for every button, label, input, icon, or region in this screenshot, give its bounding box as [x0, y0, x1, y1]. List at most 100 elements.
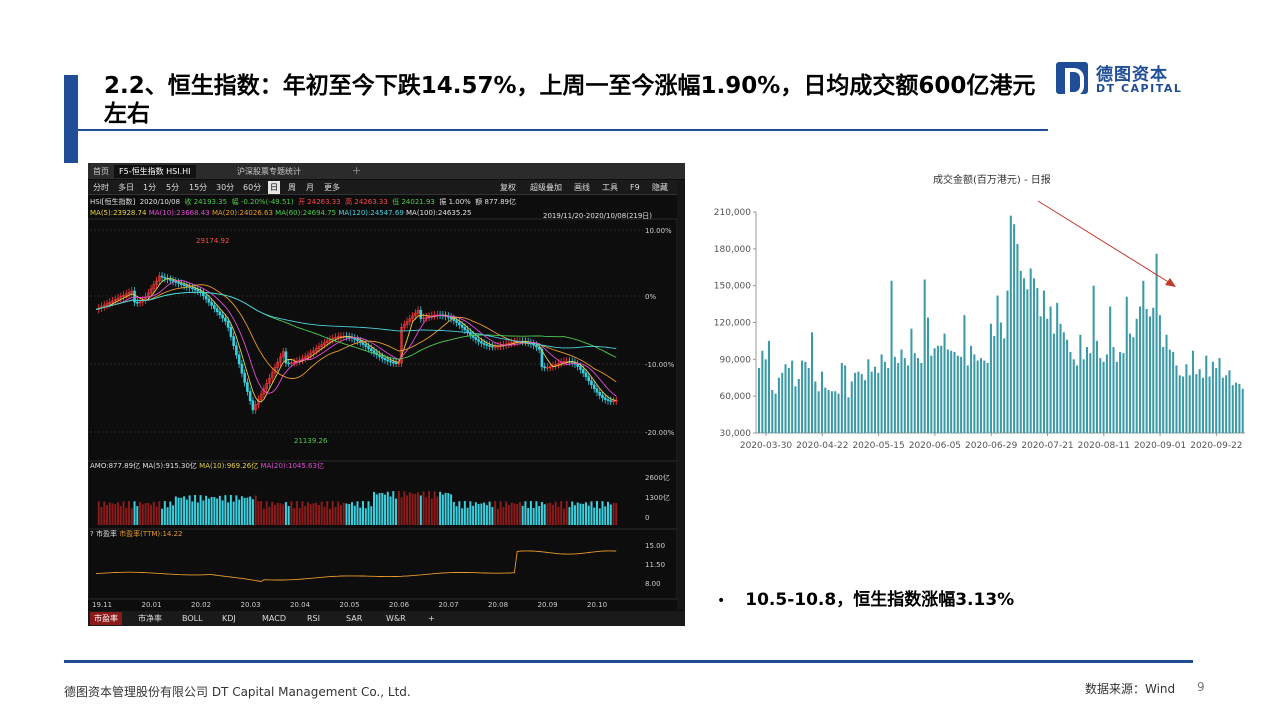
turnover-bar — [966, 365, 969, 433]
tab-stock-stats[interactable]: 沪深股票专题统计 — [237, 167, 301, 176]
candle-body — [268, 377, 271, 384]
volume-bar — [472, 505, 475, 525]
candle-body — [493, 346, 497, 348]
turnover-bar — [1129, 333, 1132, 433]
tool-f9[interactable]: F9 — [630, 183, 640, 192]
period-day[interactable]: 日 — [268, 181, 280, 194]
indicator-tab-macd[interactable]: MACD — [262, 614, 286, 623]
add-tab-icon[interactable]: + — [352, 164, 362, 177]
volume-bar — [111, 503, 114, 525]
volume-bar — [166, 507, 169, 525]
volume-bar — [551, 504, 554, 525]
turnover-bar — [960, 356, 963, 433]
period-week[interactable]: 周 — [288, 183, 296, 192]
volume-bar — [356, 501, 359, 525]
period-more[interactable]: 更多 — [324, 183, 340, 192]
turnover-bar — [979, 358, 983, 433]
volume-bar — [480, 503, 483, 525]
indicator-tab-pe[interactable]: 市盈率 — [90, 612, 122, 625]
tab-home[interactable]: 首页 — [93, 167, 109, 176]
indicator-tab-sar[interactable]: SAR — [346, 614, 363, 623]
period-1min[interactable]: 1分 — [143, 183, 157, 192]
bullet-point: • 10.5-10.8，恒生指数涨幅3.13% — [717, 585, 1014, 610]
turnover-bar — [1241, 388, 1244, 433]
candle-body — [485, 344, 489, 346]
volume-bar — [147, 502, 150, 525]
candle-body — [595, 388, 599, 393]
tool-draw[interactable]: 画线 — [574, 183, 590, 192]
tool-hide[interactable]: 隐藏 — [652, 183, 668, 192]
candle-body — [336, 336, 340, 338]
period-multiday[interactable]: 多日 — [118, 183, 134, 192]
volume-bar — [527, 507, 530, 525]
volume-bar — [593, 507, 596, 525]
logo-en-text: DT CAPITAL — [1096, 82, 1183, 95]
indicator-tab-wr[interactable]: W&R — [386, 614, 406, 623]
volume-bar — [557, 506, 560, 525]
period-60min[interactable]: 60分 — [243, 183, 262, 192]
turnover-bar — [893, 356, 896, 433]
terminal-side-scrollbar[interactable] — [677, 180, 685, 610]
candle-body — [207, 298, 211, 303]
indicator-tab-rsi[interactable]: RSI — [307, 614, 320, 623]
indicator-tab-pb[interactable]: 市净率 — [138, 614, 162, 623]
volume-bar — [350, 502, 353, 525]
candle-body — [215, 308, 219, 312]
volume-bar — [521, 505, 524, 525]
turnover-bar — [850, 381, 853, 433]
turnover-bar — [1072, 359, 1075, 433]
indicator-add-icon[interactable]: + — [428, 614, 435, 623]
candle-body — [402, 324, 406, 328]
turnover-bar — [1006, 290, 1009, 433]
indicator-tab-bar: 市盈率 市净率 BOLL KDJ MACD RSI SAR W&R + — [88, 611, 685, 626]
help-icon[interactable]: ? — [90, 530, 94, 538]
turnover-bar — [1158, 315, 1161, 433]
volume-bar — [328, 508, 331, 525]
turnover-bar — [933, 348, 936, 433]
y-tick-label: 180,000 — [714, 245, 751, 255]
candle-body — [257, 399, 260, 405]
candle-body — [130, 290, 134, 293]
candle-body — [386, 359, 390, 362]
turnover-bar — [1029, 268, 1032, 433]
candle-body — [353, 337, 357, 340]
turnover-bar — [913, 353, 916, 433]
volume-bar — [246, 497, 249, 525]
turnover-bar — [834, 391, 837, 433]
volume-bar — [334, 507, 337, 525]
period-intraday[interactable]: 分时 — [93, 183, 109, 192]
volume-bar — [238, 499, 241, 525]
indicator-tab-boll[interactable]: BOLL — [182, 614, 203, 623]
tool-adjust[interactable]: 复权 — [500, 183, 516, 192]
turnover-bar — [993, 336, 996, 433]
pct-tick-label: -10.00% — [645, 361, 675, 369]
turnover-bar — [830, 391, 833, 433]
tab-hsi[interactable]: F5-恒生指数 HSI.HI — [114, 165, 196, 178]
period-month[interactable]: 月 — [306, 183, 314, 192]
turnover-bar — [1215, 367, 1218, 433]
indicator-tab-kdj[interactable]: KDJ — [222, 614, 236, 623]
volume-bar — [518, 502, 521, 525]
candle-body — [405, 321, 409, 325]
volume-bar — [243, 497, 246, 525]
turnover-bar — [897, 363, 900, 433]
volume-bar — [612, 503, 615, 525]
volume-bar — [210, 496, 213, 525]
turnover-bar — [1076, 365, 1079, 433]
period-5min[interactable]: 5分 — [166, 183, 180, 192]
volume-bar — [106, 505, 109, 525]
volume-bar — [133, 501, 136, 525]
tool-overlay[interactable]: 超级叠加 — [530, 183, 562, 192]
tool-tools[interactable]: 工具 — [602, 183, 618, 192]
turnover-bar — [1135, 318, 1138, 433]
volume-bar — [560, 501, 563, 525]
volume-bar — [543, 504, 546, 525]
volume-bar — [260, 501, 263, 525]
volume-bar — [595, 501, 598, 525]
period-15min[interactable]: 15分 — [189, 183, 208, 192]
ma-line-10 — [95, 279, 617, 397]
turnover-bar — [1102, 361, 1105, 433]
period-30min[interactable]: 30分 — [216, 183, 235, 192]
turnover-bar — [758, 367, 761, 433]
candle-body — [323, 342, 326, 345]
